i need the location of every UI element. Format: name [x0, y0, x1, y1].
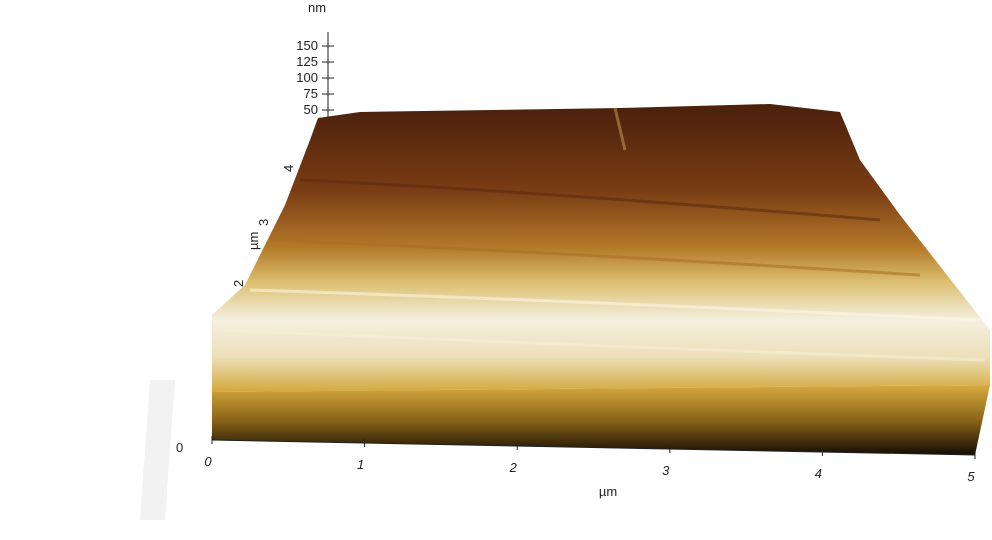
z-tick-label: 50: [304, 102, 318, 117]
z-tick-label: 75: [304, 86, 318, 101]
z-tick-label: 125: [296, 54, 318, 69]
y-tick-label: 4: [281, 165, 296, 172]
y-tick-label: 3: [256, 219, 271, 226]
x-tick-label: 2: [509, 460, 518, 475]
surface-top: [212, 104, 990, 392]
x-unit: µm: [599, 484, 617, 499]
z-tick-label: 150: [296, 38, 318, 53]
x-axis: [211, 439, 976, 456]
y-unit: µm: [246, 232, 261, 250]
x-tick-label: 3: [662, 463, 670, 478]
surface-front: [212, 385, 990, 455]
surface-ridges: [224, 107, 986, 362]
watermark: [140, 380, 175, 520]
x-tick-label: 0: [204, 454, 212, 469]
z-tick-label: 100: [296, 70, 318, 85]
origin-label: 0: [176, 440, 183, 455]
y-tick-label: 2: [231, 280, 246, 287]
x-tick-label: 5: [967, 469, 975, 484]
x-tick-label: 1: [357, 457, 364, 472]
z-unit: nm: [308, 0, 326, 15]
x-tick-label: 4: [815, 466, 822, 481]
